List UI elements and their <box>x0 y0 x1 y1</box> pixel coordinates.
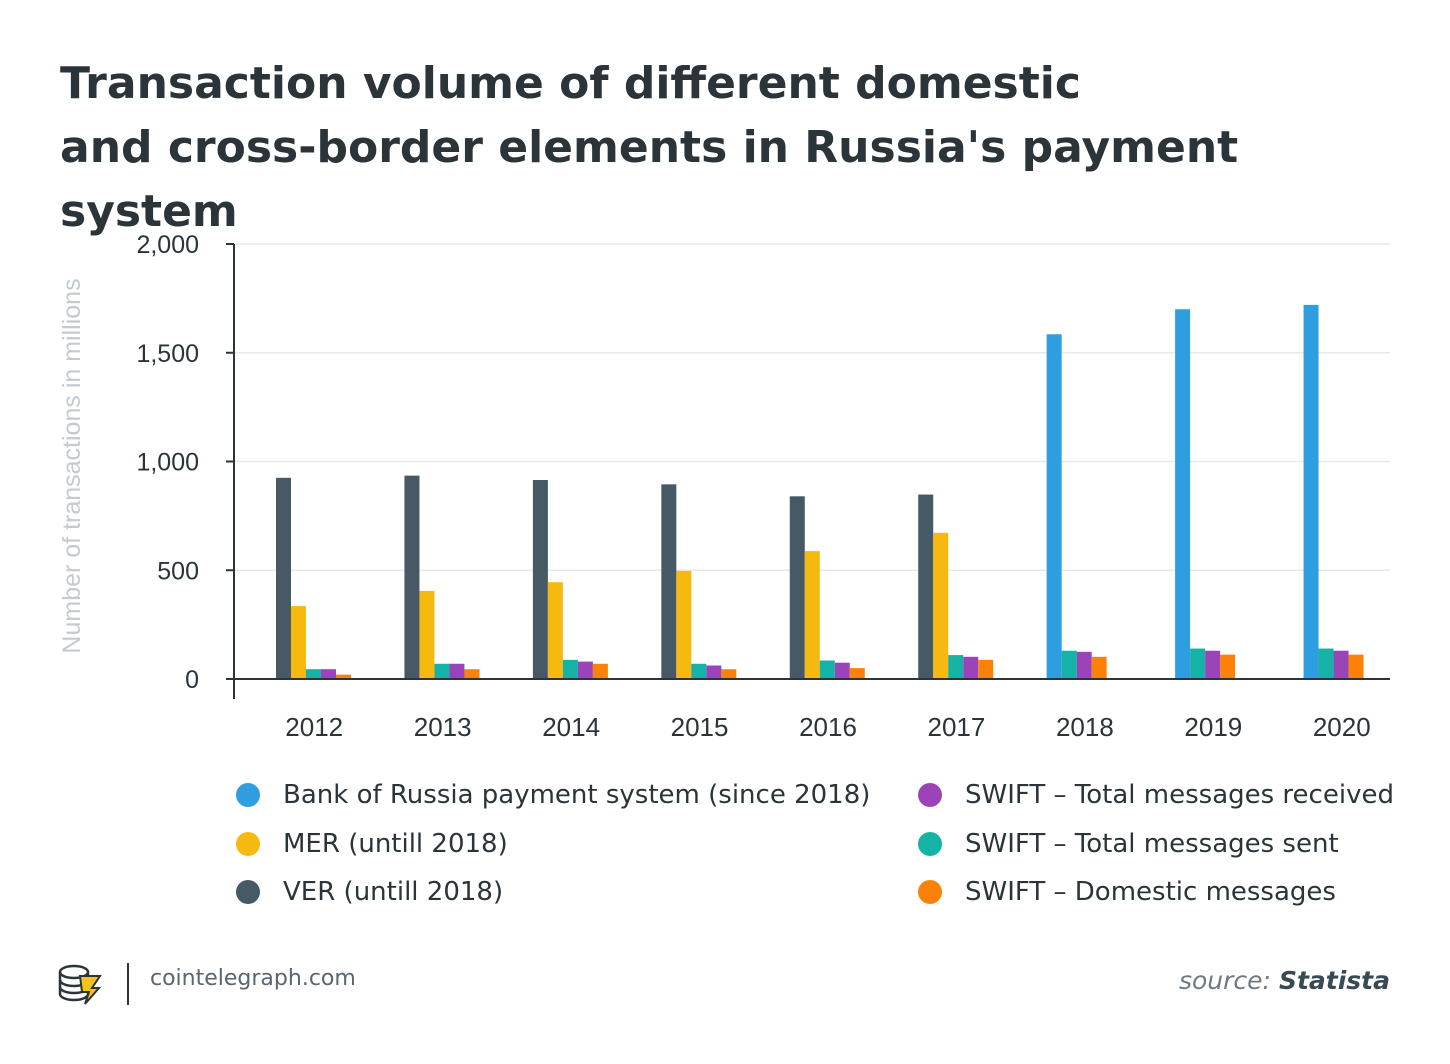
bar <box>1061 650 1077 679</box>
legend-swatch <box>236 783 260 807</box>
bar-chart: 0 500 1,000 1,500 2,000 2012 2013 2014 2015 2016… <box>58 231 1390 742</box>
bar <box>1348 654 1364 679</box>
footer-source: source: Statista <box>1179 966 1390 995</box>
bar <box>1175 309 1191 679</box>
bar <box>404 475 420 679</box>
y-tick-label: 500 <box>157 557 199 585</box>
bar <box>321 669 336 679</box>
bar <box>918 494 934 679</box>
bar <box>291 606 306 679</box>
bar <box>276 477 291 679</box>
bar <box>933 532 949 679</box>
bar <box>336 674 351 679</box>
footer-site-link[interactable]: cointelegraph.com <box>150 966 356 991</box>
legend-label: SWIFT – Total messages sent <box>965 828 1339 859</box>
bar <box>706 665 722 679</box>
bar <box>789 496 805 679</box>
bar <box>849 668 865 679</box>
bar <box>676 570 692 679</box>
axes <box>226 243 1390 699</box>
bar <box>306 669 321 679</box>
bar <box>804 551 820 679</box>
bar <box>1190 648 1206 679</box>
bar <box>1333 650 1349 679</box>
y-tick-label: 1,000 <box>136 449 199 477</box>
x-tick-labels: 2012 2013 2014 2015 2016 2017 2018 2019 2020 <box>285 712 1370 742</box>
bar <box>592 663 608 679</box>
x-tick-label: 2020 <box>1313 712 1371 742</box>
x-tick-label: 2018 <box>1056 712 1114 742</box>
gridlines <box>234 243 1390 571</box>
x-tick-label: 2019 <box>1184 712 1242 742</box>
bar <box>547 582 563 679</box>
bar <box>577 661 593 679</box>
legend-item: SWIFT – Total messages sent <box>918 826 1339 862</box>
bars <box>276 304 1364 679</box>
chart-title: Transaction volume of different domestic… <box>60 52 1420 244</box>
source-name: Statista <box>1278 966 1390 995</box>
y-tick-label: 0 <box>185 666 199 694</box>
bar <box>1091 656 1107 679</box>
legend-item: VER (untill 2018) <box>236 874 503 910</box>
x-tick-label: 2015 <box>671 712 729 742</box>
bar <box>1046 334 1062 679</box>
legend-item: SWIFT – Total messages received <box>918 777 1394 813</box>
bar <box>562 659 578 679</box>
chart-title-line-2: and cross-border elements in Russia's pa… <box>60 122 1239 237</box>
bar <box>434 663 450 679</box>
legend-label: MER (untill 2018) <box>283 828 508 859</box>
x-tick-label: 2016 <box>799 712 857 742</box>
y-tick-label: 1,500 <box>136 340 199 368</box>
legend-swatch <box>236 880 260 904</box>
y-tick-label: 2,000 <box>136 231 199 259</box>
bar <box>1076 651 1092 679</box>
x-tick-label: 2013 <box>414 712 472 742</box>
x-tick-label: 2014 <box>542 712 600 742</box>
legend-swatch <box>918 783 942 807</box>
bar <box>532 479 548 679</box>
legend-label: Bank of Russia payment system (since 201… <box>283 780 871 810</box>
chart-title-line-1: Transaction volume of different domestic <box>60 58 1081 109</box>
bar <box>834 662 850 679</box>
legend-item: MER (untill 2018) <box>236 826 508 862</box>
bar <box>963 656 979 679</box>
bar <box>721 669 737 679</box>
y-tick-labels: 0 500 1,000 1,500 2,000 <box>136 231 199 694</box>
bar <box>419 590 435 679</box>
bar <box>464 669 480 679</box>
legend-swatch <box>918 880 942 904</box>
bar <box>1318 648 1334 679</box>
y-axis-label: Number of transactions in millions <box>58 278 86 653</box>
bar <box>661 484 677 679</box>
bar <box>1220 654 1236 679</box>
bar <box>691 663 707 679</box>
legend-item: Bank of Russia payment system (since 201… <box>236 777 870 813</box>
legend-label: VER (untill 2018) <box>283 877 504 907</box>
bar <box>1205 650 1221 679</box>
legend-label: SWIFT – Domestic messages <box>965 877 1336 907</box>
legend-item: SWIFT – Domestic messages <box>918 874 1336 910</box>
bar <box>1303 304 1319 679</box>
footer-divider <box>127 963 129 1005</box>
x-tick-label: 2012 <box>285 712 343 742</box>
cointelegraph-coin-logo-icon <box>56 962 106 1010</box>
bar <box>449 663 465 679</box>
x-tick-label: 2017 <box>928 712 986 742</box>
legend-label: SWIFT – Total messages received <box>965 780 1394 810</box>
source-prefix: source: <box>1178 966 1279 995</box>
bar <box>819 660 835 679</box>
bar <box>978 659 994 679</box>
legend-swatch <box>236 831 260 856</box>
bar <box>948 655 964 679</box>
legend-swatch <box>918 831 942 856</box>
